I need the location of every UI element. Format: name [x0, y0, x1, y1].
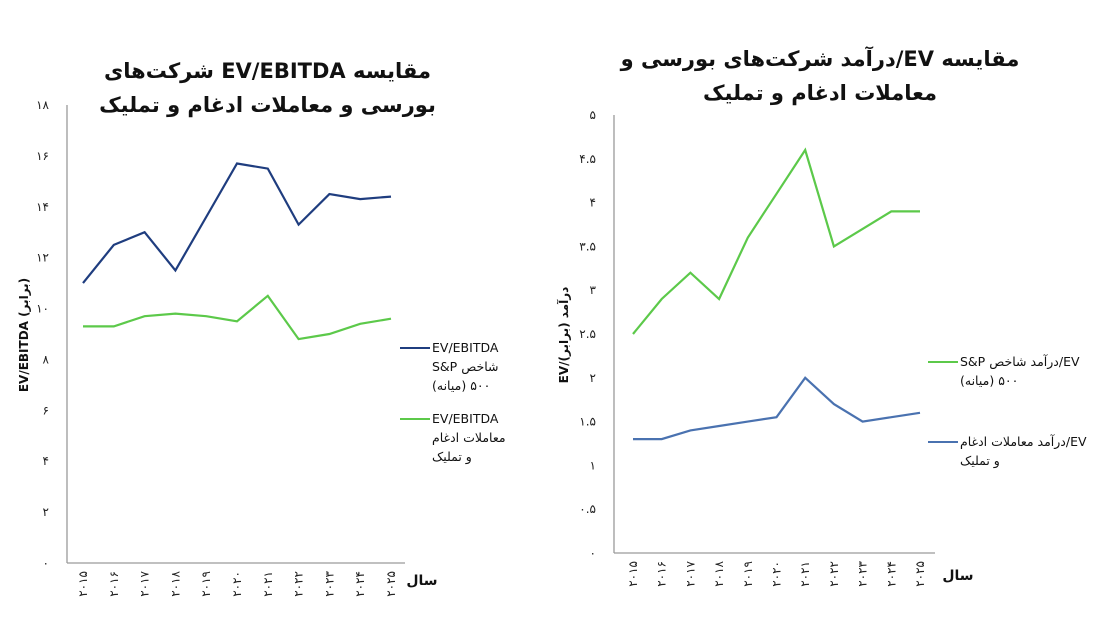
chart-title-left: مقایسه EV/EBITDA شرکت‌های بورسی و معاملا…: [99, 59, 436, 117]
y-tick-label: ۳.۵: [579, 239, 596, 253]
y-tick-label: ۳: [590, 283, 597, 297]
x-tick-label: ۲۰۱۶: [107, 571, 121, 597]
legend-swatch: [928, 441, 958, 443]
y-tick-label: ۲.۵: [579, 327, 596, 341]
x-tick-label: ۲۰۱۹: [741, 561, 755, 587]
x-tick-label: ۲۰۲۲: [292, 571, 306, 597]
x-tick-label: ۲۰۲۰: [770, 561, 784, 587]
x-tick-label: ۲۰۲۵: [913, 561, 927, 587]
legend-swatch: [928, 361, 958, 363]
y-tick-label: ۲: [590, 371, 596, 385]
x-tick-label: ۲۰۱۶: [655, 561, 669, 587]
y-tick-label: ۲: [43, 505, 49, 519]
series-line-2: [83, 294, 392, 341]
x-tick-label: ۲۰۱۵: [626, 561, 640, 587]
x-tick-label: ۲۰۲۳: [856, 560, 870, 586]
x-tick-label: ۲۰۲۵: [384, 571, 398, 597]
y-tick-label: ۰: [590, 546, 596, 560]
legend-left: EV/EBITDA شاخص S&P ۵۰۰ (میانه) EV/EBITDA…: [400, 338, 510, 480]
y-tick-label: ۸: [43, 352, 50, 366]
y-tick-label: ۱۰: [36, 302, 49, 316]
y-tick-label: ۱۲: [36, 251, 49, 265]
x-tick-label: ۲۰۲۰: [230, 571, 244, 597]
y-tick-label: ۴: [43, 454, 49, 468]
x-tick-label: ۲۰۱۸: [168, 570, 182, 596]
x-tick-label: ۲۰۱۸: [712, 560, 726, 586]
legend-item: EV/EBITDA شاخص S&P ۵۰۰ (میانه): [400, 338, 510, 395]
y-tick-label: ۱۶: [36, 149, 49, 163]
y-tick-label: ۰: [43, 556, 49, 570]
x-tick-label: ۲۰۲۴: [884, 561, 898, 587]
x-tick-label: ۲۰۱۷: [138, 570, 152, 596]
y-tick-label: ۴: [590, 196, 596, 210]
y-tick-label: ۱.۵: [579, 415, 596, 429]
x-axis-label: سال: [942, 568, 973, 584]
y-axis-label: EV/EBITDA (برابر): [17, 278, 31, 392]
x-tick-label: ۲۰۱۹: [199, 571, 213, 597]
y-tick-label: ۱۴: [36, 200, 49, 214]
x-tick-label: ۲۰۱۷: [683, 560, 697, 586]
legend-swatch: [400, 347, 430, 349]
x-tick-label: ۲۰۲۱: [261, 571, 275, 597]
x-tick-label: ۲۰۲۲: [827, 561, 841, 587]
x-tick-label: ۲۰۱۵: [76, 571, 90, 597]
legend-item: EV/درآمد معاملات ادغام و تملیک: [928, 432, 1088, 470]
series-line-1: [632, 147, 920, 335]
y-tick-label: ۵: [590, 108, 596, 122]
x-tick-label: ۲۰۲۳: [322, 570, 336, 596]
legend-label: EV/درآمد شاخص S&P ۵۰۰ (میانه): [960, 354, 1080, 388]
x-axis-label: سال: [406, 573, 437, 589]
legend-item: EV/درآمد شاخص S&P ۵۰۰ (میانه): [928, 352, 1088, 390]
chart-title-right: مقایسه EV/درآمد شرکت‌های بورسی و معاملات…: [620, 47, 1020, 105]
y-tick-label: ۱۸: [36, 98, 49, 112]
legend-label: EV/EBITDA شاخص S&P ۵۰۰ (میانه): [432, 340, 499, 393]
y-tick-label: ۰.۵: [579, 502, 596, 516]
y-axis-label: EV/درآمد (برابر): [556, 287, 571, 384]
x-tick-label: ۲۰۲۴: [353, 571, 367, 597]
legend-label: EV/درآمد معاملات ادغام و تملیک: [960, 434, 1087, 468]
y-tick-label: ۴.۵: [579, 152, 596, 166]
legend-label: EV/EBITDA معاملات ادغام و تملیک: [432, 411, 506, 464]
legend-right: EV/درآمد شاخص S&P ۵۰۰ (میانه) EV/درآمد م…: [928, 352, 1088, 484]
series-line-2: [633, 376, 921, 441]
legend-swatch: [400, 418, 430, 420]
legend-item: EV/EBITDA معاملات ادغام و تملیک: [400, 409, 510, 466]
y-tick-label: ۱: [590, 458, 596, 472]
y-tick-label: ۶: [43, 403, 49, 417]
series-line-1: [82, 162, 392, 284]
x-tick-label: ۲۰۲۱: [798, 561, 812, 587]
